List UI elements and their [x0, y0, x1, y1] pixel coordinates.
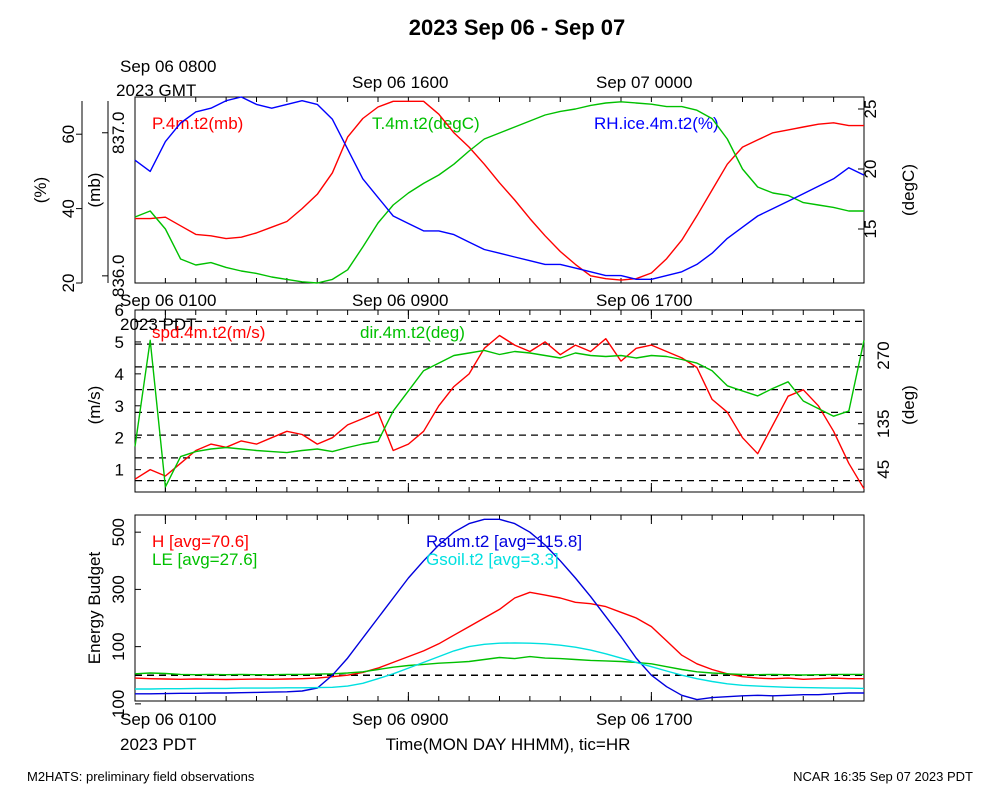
pressure-tick-label: 836.0 [109, 255, 128, 298]
temperature-tick-label: 25 [861, 100, 880, 119]
panel2-lines [134, 334, 865, 490]
pdt-label-2-bottom: Sep 06 0900 [352, 710, 448, 729]
direction-line [134, 339, 865, 488]
footer-left: M2HATS: preliminary field observations [27, 769, 255, 784]
pdt-label-1-bottom: Sep 06 0100 [120, 710, 216, 729]
le-line [134, 655, 864, 676]
panel-energy-budget: 100 100 300 500 Energy Budget H [avg=70.6] L… [85, 514, 865, 754]
rsum-avg-label: Rsum.t2 [avg=115.8] [426, 532, 582, 551]
h-avg-label: H [avg=70.6] [152, 532, 249, 551]
panel3-lines [134, 518, 865, 701]
rh-tick-label: 40 [59, 199, 78, 218]
panel-pressure-temperature-rh: 20 40 60 836.0 837.0 15 20 25 (%) (mb) (degC) Sep … [31, 57, 918, 297]
gmt-label-2: Sep 06 1600 [352, 73, 448, 92]
gmt-label-1: Sep 06 0800 [120, 57, 216, 76]
panel3-hour-ticks [164, 515, 835, 701]
footer-right: NCAR 16:35 Sep 07 2023 PDT [793, 769, 973, 784]
temperature-tick-label: 15 [861, 220, 880, 239]
speed-tick-label: 6 [115, 301, 124, 320]
temperature-line [134, 101, 864, 284]
temperature-tick-label: 20 [861, 160, 880, 179]
energy-tick-label: 300 [109, 575, 128, 603]
temperature-axis-label: (degC) [899, 164, 918, 216]
pressure-series-label: P.4m.t2(mb) [152, 114, 243, 133]
speed-tick-label: 2 [115, 429, 124, 448]
panel2-hour-ticks [164, 310, 835, 492]
energy-tick-label: 100 [109, 632, 128, 660]
speed-series-label: spd.4m.t2(m/s) [152, 323, 265, 342]
energy-tick-label: 500 [109, 518, 128, 546]
energy-tick-label: 100 [109, 690, 128, 718]
direction-series-label: dir.4m.t2(deg) [360, 323, 465, 342]
direction-tick-label: 270 [874, 341, 893, 369]
direction-tick-label: 45 [874, 460, 893, 479]
rsum-line [135, 518, 864, 701]
pdt-label-2-top: Sep 06 0900 [352, 291, 448, 310]
pressure-line [135, 100, 864, 281]
x-axis-title: Time(MON DAY HHMM), tic=HR [386, 735, 631, 754]
speed-line [134, 334, 865, 490]
pdt-year-bottom: 2023 PDT [120, 735, 197, 754]
speed-axis-label: (m/s) [85, 386, 104, 425]
wind-direction-reference-lines [135, 320, 864, 482]
rh-axis-label: (%) [31, 177, 50, 203]
le-avg-label: LE [avg=27.6] [152, 550, 257, 569]
speed-tick-label: 4 [115, 365, 124, 384]
speed-tick-label: 1 [115, 461, 124, 480]
pdt-label-3-top: Sep 06 1700 [596, 291, 692, 310]
rh-tick-label: 60 [59, 125, 78, 144]
gmt-year-label: 2023 GMT [116, 81, 196, 100]
speed-tick-label: 5 [115, 333, 124, 352]
chart-title: 2023 Sep 06 - Sep 07 [409, 15, 625, 40]
pdt-label-1-top: Sep 06 0100 [120, 291, 216, 310]
gsoil-avg-label: Gsoil.t2 [avg=3.3] [426, 550, 559, 569]
panel1-axes: 20 40 60 836.0 837.0 15 20 25 (%) (mb) (degC) [31, 100, 918, 298]
panel1-hour-ticks [164, 97, 835, 283]
energy-axis-label: Energy Budget [85, 551, 104, 664]
panel3-axes: 100 100 300 500 Energy Budget [85, 518, 141, 718]
pdt-label-3-bottom: Sep 06 1700 [596, 710, 692, 729]
rh-tick-label: 20 [59, 274, 78, 293]
rh-series-label: RH.ice.4m.t2(%) [594, 114, 719, 133]
pressure-axis-label: (mb) [85, 173, 104, 208]
gmt-label-3: Sep 07 0000 [596, 73, 692, 92]
temperature-series-label: T.4m.t2(degC) [372, 114, 480, 133]
speed-tick-label: 3 [115, 397, 124, 416]
pressure-tick-label: 837.0 [109, 111, 128, 154]
pdt-year-top: 2023 PDT [120, 315, 197, 334]
rh-line [134, 96, 865, 280]
h-line [134, 591, 864, 681]
direction-axis-label: (deg) [899, 385, 918, 425]
panel1-lines [134, 96, 865, 284]
gsoil-line [135, 642, 865, 690]
panel1-frame [134, 96, 865, 284]
direction-tick-label: 135 [874, 410, 893, 438]
